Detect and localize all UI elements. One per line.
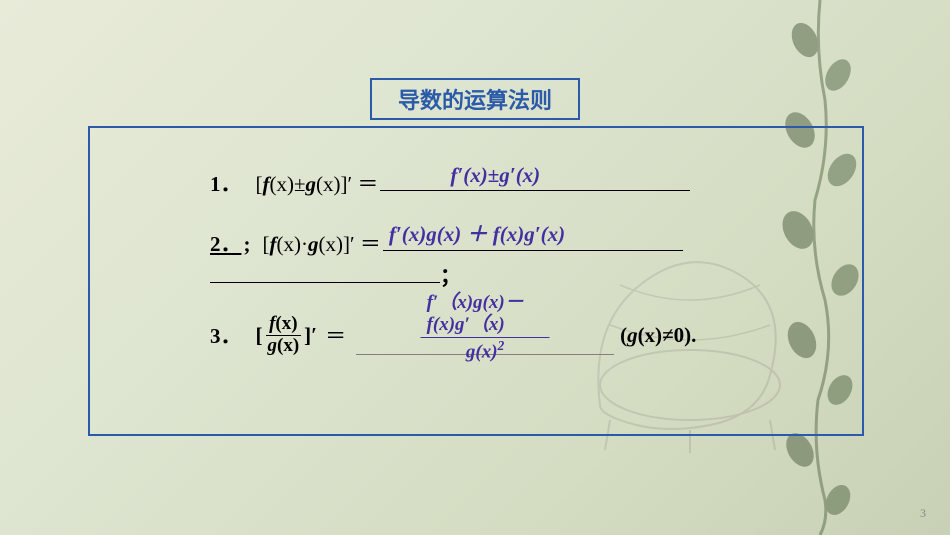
rule-3-number: 3． [210, 320, 242, 350]
rule-3: 3． [ f(x) g(x) ]′ ＝ f′（x)g(x)－f(x)g′（x) … [210, 314, 832, 357]
rule-1: 1． [f(x)±g(x)]′ ＝ f′(x)±g′(x) [210, 168, 832, 198]
rule-1-answer: f′(x)±g′(x) [450, 163, 540, 188]
title-text: 导数的运算法则 [398, 88, 552, 113]
rule-2-number: 2． [210, 228, 242, 258]
rule-2: 2．; [f(x)·g(x)]′ ＝ f′(x)g(x) ＋ f(x)g′(x)… [210, 228, 832, 290]
title-box: 导数的运算法则 [370, 78, 580, 120]
rule-2-continuation [210, 282, 440, 283]
rule-3-answer: f′（x)g(x)－f(x)g′（x) g(x)2 [421, 292, 550, 365]
rules-container: 1． [f(x)±g(x)]′ ＝ f′(x)±g′(x) 2．; [f(x)·… [90, 128, 862, 411]
content-box: 1． [f(x)±g(x)]′ ＝ f′(x)±g′(x) 2．; [f(x)·… [88, 126, 864, 436]
rule-1-number: 1． [210, 168, 242, 198]
rule-3-fraction: f(x) g(x) [265, 314, 303, 357]
page-number: 3 [920, 506, 926, 521]
rule-2-answer: f′(x)g(x) ＋ f(x)g′(x) [389, 218, 565, 248]
